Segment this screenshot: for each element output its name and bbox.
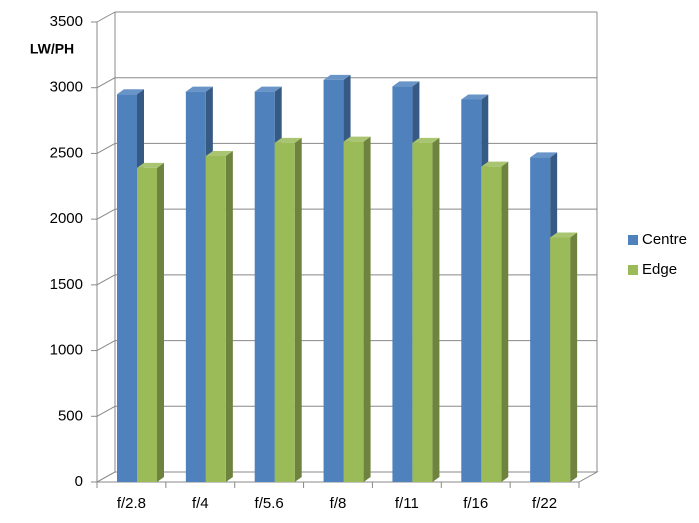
bar: [481, 161, 509, 483]
bar: [343, 136, 371, 482]
grid-line: [96, 471, 116, 483]
grid-line: [96, 405, 116, 417]
bar-face: [205, 156, 226, 483]
y-tick-label: 0: [75, 473, 83, 490]
bar-face: [363, 136, 371, 482]
bar-face: [274, 137, 302, 143]
bar-face: [501, 161, 509, 483]
bar-face: [274, 142, 295, 482]
grid-line: [96, 142, 116, 154]
bar: [550, 232, 578, 482]
y-tick-label: 2500: [50, 144, 83, 161]
bar-face: [323, 79, 344, 482]
grid-line: [96, 77, 116, 89]
bar-face: [550, 232, 578, 238]
bar-face: [323, 74, 351, 80]
bar-face: [294, 137, 302, 482]
grid-line: [96, 11, 116, 23]
bar-face: [481, 161, 509, 167]
bar: [412, 137, 440, 482]
bar-face: [392, 81, 420, 87]
bar-face: [481, 166, 502, 483]
grid-line: [96, 208, 116, 220]
bar-face: [343, 136, 371, 142]
grid-line: [96, 274, 116, 286]
bar-face: [205, 151, 233, 157]
x-tick-label: f/4: [192, 495, 209, 512]
bar-face: [117, 89, 144, 95]
bar-face: [530, 157, 551, 482]
bar-face: [412, 142, 433, 482]
bar-face: [225, 151, 233, 483]
bar-face: [412, 137, 440, 143]
bar-face: [137, 162, 164, 168]
bar-face: [117, 94, 137, 483]
bar-face: [343, 141, 364, 482]
bar-face: [461, 94, 489, 100]
bar-face: [185, 86, 213, 92]
y-tick-label: 3500: [50, 13, 83, 30]
bar-face: [550, 237, 571, 482]
x-tick-label: f/16: [463, 495, 488, 512]
bar-face: [392, 86, 413, 483]
y-axis-label: LW/PH: [30, 41, 74, 57]
bar: [274, 137, 302, 482]
x-tick-label: f/2.8: [117, 495, 146, 512]
bar-face: [185, 91, 206, 483]
legend-label: Centre: [642, 231, 687, 248]
grid-line: [96, 340, 116, 352]
bar-face: [254, 91, 275, 483]
x-tick-label: f/5.6: [255, 495, 284, 512]
y-tick-label: 1500: [50, 276, 83, 293]
bar: [137, 162, 164, 482]
x-tick-label: f/11: [395, 495, 419, 512]
y-tick-label: 500: [58, 407, 83, 424]
bar-face: [432, 137, 440, 482]
bar-face: [137, 167, 157, 482]
y-tick-label: 2000: [50, 210, 83, 227]
bar-face: [157, 162, 164, 482]
y-tick-label: 3000: [50, 79, 83, 96]
bar-face: [461, 99, 482, 483]
bar-face: [254, 86, 282, 92]
legend-label: Edge: [642, 261, 677, 278]
x-tick-label: f/22: [532, 495, 557, 512]
x-tick-label: f/8: [330, 495, 347, 512]
bar-face: [570, 232, 578, 482]
legend-swatch: [628, 235, 638, 245]
bar: [205, 151, 233, 483]
bar-face: [530, 152, 558, 158]
legend-swatch: [628, 265, 638, 275]
y-tick-label: 1000: [50, 342, 83, 359]
